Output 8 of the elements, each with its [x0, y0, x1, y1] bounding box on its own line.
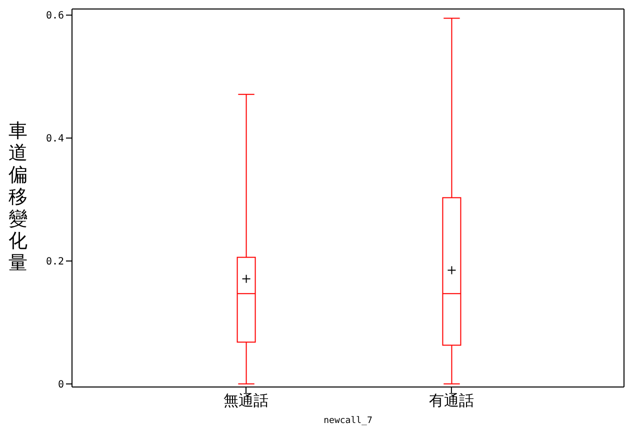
y-tick-label: 0.2	[46, 256, 64, 268]
y-tick-label: 0	[58, 379, 64, 390]
x-tick-label: 無通話	[224, 392, 268, 410]
x-axis-title: newcall_7	[324, 416, 372, 426]
y-tick-label: 0.4	[46, 134, 64, 145]
x-tick-label: 有通話	[428, 392, 474, 410]
y-axis-title: 車道偏移變化量	[8, 120, 28, 274]
y-tick-label: 0.6	[46, 10, 64, 22]
